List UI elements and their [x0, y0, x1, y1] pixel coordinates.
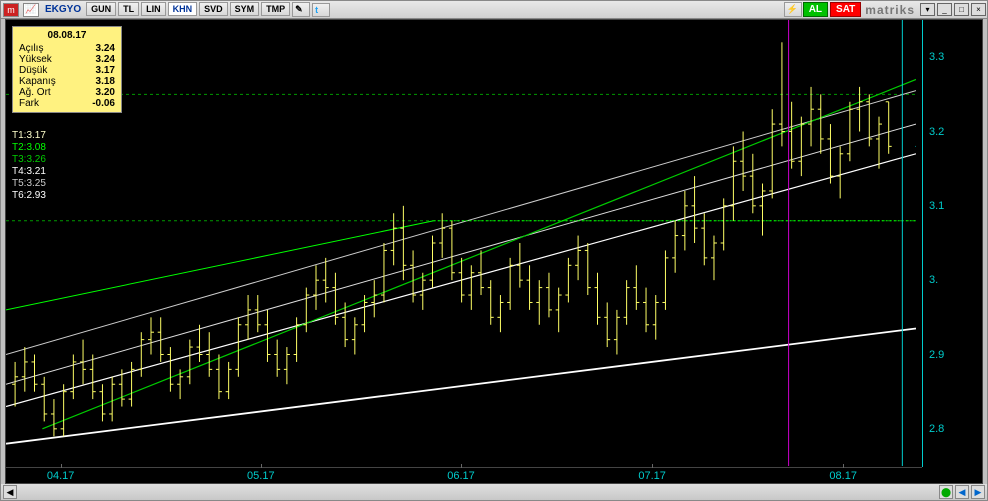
minimize-button[interactable]: _ [937, 3, 952, 16]
chart-icon[interactable]: 📈 [23, 3, 39, 17]
titlebar: m 📈 EKGYO GUNTLLINKHNSVDSYMTMP ✎ t ⚡ AL … [1, 1, 987, 19]
wand-icon[interactable]: ⚡ [784, 2, 802, 17]
trend-label: T4:3.21 [12, 166, 46, 178]
chart-area[interactable]: 08.08.17 Açılış3.24Yüksek3.24Düşük3.17Ka… [5, 19, 983, 484]
chart-canvas [6, 20, 916, 466]
nav-home-button[interactable]: ⬤ [939, 485, 953, 499]
trend-label: T5:3.25 [12, 178, 46, 190]
info-row: Ağ. Ort3.20 [19, 87, 115, 98]
maximize-button[interactable]: □ [954, 3, 969, 16]
y-tick-label: 3.3 [929, 51, 944, 63]
tb-lin[interactable]: LIN [141, 2, 166, 16]
close-button[interactable]: × [971, 3, 986, 16]
ohlc-info-box: 08.08.17 Açılış3.24Yüksek3.24Düşük3.17Ka… [12, 26, 122, 113]
x-tick-label: 08.17 [829, 470, 857, 482]
x-tick-label: 07.17 [638, 470, 666, 482]
info-row: Fark-0.06 [19, 98, 115, 109]
info-row: Yüksek3.24 [19, 54, 115, 65]
x-tick-label: 06.17 [447, 470, 475, 482]
y-tick-label: 3. [929, 274, 938, 286]
info-date: 08.08.17 [19, 30, 115, 41]
info-row: Düşük3.17 [19, 65, 115, 76]
dropdown-button[interactable]: ▾ [920, 3, 935, 16]
x-tick-label: 05.17 [247, 470, 275, 482]
y-tick-label: 2.9 [929, 349, 944, 361]
footer: ◀ ⬤ ◀ ▶ [1, 484, 987, 500]
sell-button[interactable]: SAT [830, 2, 861, 17]
scroll-left-button[interactable]: ◀ [3, 485, 17, 499]
app-icon: m [3, 3, 19, 17]
tb-sym[interactable]: SYM [230, 2, 260, 16]
y-tick-label: 3.1 [929, 200, 944, 212]
buy-button[interactable]: AL [803, 2, 828, 17]
tb-tmp[interactable]: TMP [261, 2, 290, 16]
titlebar-right: ⚡ AL SAT matriks ▾ _ □ × [783, 2, 987, 17]
chart-window: m 📈 EKGYO GUNTLLINKHNSVDSYMTMP ✎ t ⚡ AL … [0, 0, 988, 501]
y-tick-label: 3.2 [929, 126, 944, 138]
info-row: Açılış3.24 [19, 43, 115, 54]
info-row: Kapanış3.18 [19, 76, 115, 87]
chart-plot[interactable]: 08.08.17 Açılış3.24Yüksek3.24Düşük3.17Ka… [6, 20, 922, 467]
brand-label: matriks [865, 3, 915, 17]
trend-labels: T1:3.17T2:3.08T3:3.26T4:3.21T5:3.25T6:2.… [12, 130, 46, 202]
x-tick-label: 04.17 [47, 470, 75, 482]
nav-prev-button[interactable]: ◀ [955, 485, 969, 499]
draw-icon[interactable]: ✎ [292, 2, 310, 17]
trend-label: T1:3.17 [12, 130, 46, 142]
nav-next-button[interactable]: ▶ [971, 485, 985, 499]
y-tick-label: 2.8 [929, 423, 944, 435]
symbol-label: EKGYO [45, 4, 81, 15]
tb-svd[interactable]: SVD [199, 2, 228, 16]
trend-label: T3:3.26 [12, 154, 46, 166]
tb-gun[interactable]: GUN [86, 2, 116, 16]
tb-khn[interactable]: KHN [168, 2, 198, 16]
x-axis: 04.17 05.17 06.17 07.17 08.17 [6, 467, 922, 483]
tb-tl[interactable]: TL [118, 2, 139, 16]
twitter-icon[interactable]: t [312, 3, 330, 17]
trend-label: T6:2.93 [12, 190, 46, 202]
trend-label: T2:3.08 [12, 142, 46, 154]
y-axis: 2.8 2.9 3. 3.1 3.2 3.3 [922, 20, 982, 467]
